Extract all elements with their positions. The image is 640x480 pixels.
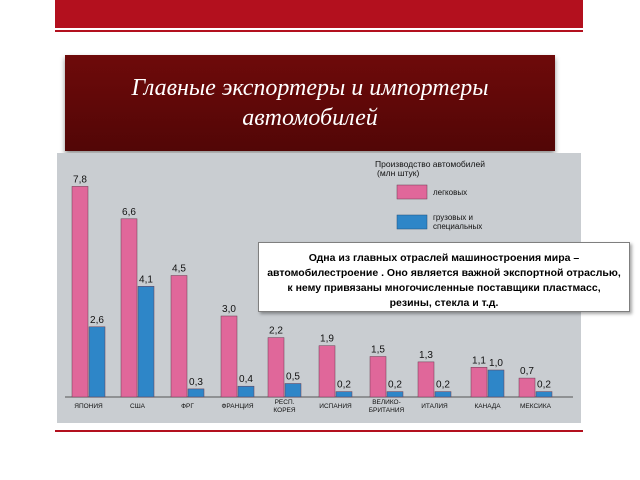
data-label-passenger: 1,9 <box>320 334 334 345</box>
category-label: БРИТАНИЯ <box>369 407 405 414</box>
bar-freight <box>386 391 404 398</box>
slide-title: Главные экспортеры и импортеры автомобил… <box>131 75 489 131</box>
bar-freight <box>187 388 205 398</box>
data-label-passenger: 1,3 <box>419 350 433 361</box>
category-label: КАНАДА <box>474 403 501 410</box>
bar-freight <box>237 385 255 398</box>
bar-passenger <box>120 218 138 398</box>
bar-freight <box>434 391 452 398</box>
bar-passenger <box>417 361 435 398</box>
category-label: ИСПАНИЯ <box>319 403 352 410</box>
data-label-passenger: 2,2 <box>269 326 283 337</box>
data-label-passenger: 3,0 <box>222 304 236 315</box>
category-label: ВЕЛИКО- <box>372 399 401 406</box>
bar-freight <box>284 383 302 398</box>
data-label-passenger: 7,8 <box>73 174 87 185</box>
header-divider <box>55 30 583 32</box>
footer-divider <box>55 430 583 432</box>
category-label: ИТАЛИЯ <box>421 403 448 410</box>
data-label-passenger: 6,6 <box>122 207 136 218</box>
chart-title: Производство автомобилей <box>375 159 485 169</box>
category-label: ЯПОНИЯ <box>74 403 103 410</box>
callout-text: Одна из главных отраслей машиностроения … <box>267 252 621 309</box>
data-label-passenger: 0,7 <box>520 366 534 377</box>
callout-box: Одна из главных отраслей машиностроения … <box>258 242 630 312</box>
data-label-freight: 0,2 <box>337 380 351 391</box>
bar-freight <box>535 391 553 398</box>
bar-passenger <box>220 315 238 398</box>
bar-passenger <box>71 186 89 398</box>
data-label-freight: 0,2 <box>436 380 450 391</box>
data-label-passenger: 1,5 <box>371 345 385 356</box>
data-label-passenger: 1,1 <box>472 355 486 366</box>
category-label: МЕКСИКА <box>520 403 552 410</box>
category-label: КОРЕЯ <box>273 407 295 414</box>
category-label: США <box>130 403 146 410</box>
data-label-freight: 0,2 <box>388 380 402 391</box>
header-bar <box>55 0 583 28</box>
bar-passenger <box>170 275 188 398</box>
data-label-freight: 0,3 <box>189 377 203 388</box>
data-label-freight: 1,0 <box>489 358 503 369</box>
bar-freight <box>137 286 155 398</box>
legend-label-freight: грузовых и <box>433 213 473 222</box>
bar-passenger <box>470 367 488 398</box>
bar-passenger <box>318 345 336 398</box>
data-label-freight: 0,4 <box>239 374 253 385</box>
category-label: ФРАНЦИЯ <box>221 403 253 410</box>
category-label: РЕСП. <box>275 399 295 406</box>
legend-label-freight-cont: специальных <box>433 222 482 231</box>
data-label-freight: 0,2 <box>537 380 551 391</box>
bar-passenger <box>369 356 387 398</box>
data-label-passenger: 4,5 <box>172 264 186 275</box>
chart-subtitle: (млн штук) <box>377 168 419 178</box>
data-label-freight: 4,1 <box>139 274 153 285</box>
category-label: ФРГ <box>181 403 194 410</box>
title-panel: Главные экспортеры и импортеры автомобил… <box>65 55 555 151</box>
data-label-freight: 0,5 <box>286 372 300 383</box>
legend-swatch-freight <box>396 214 428 230</box>
bar-freight <box>487 369 505 398</box>
bar-passenger <box>267 337 285 398</box>
bar-passenger <box>518 377 536 398</box>
data-label-freight: 2,6 <box>90 315 104 326</box>
bar-chart: 7,8 2,6 ЯПОНИЯ 6,6 4,1 США 4,5 0,3 ФРГ 3,0 0,4 ФРАН… <box>65 159 573 414</box>
bar-freight <box>335 391 353 398</box>
legend-swatch-passenger <box>396 184 428 200</box>
legend-label-passenger: легковых <box>433 188 467 197</box>
bar-freight <box>88 326 106 398</box>
